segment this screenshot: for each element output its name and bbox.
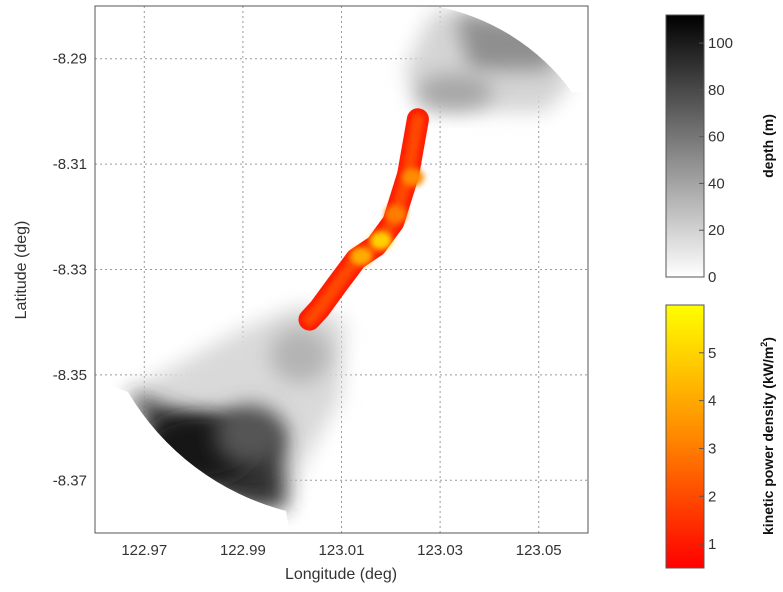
y-ticks: -8.29 -8.31 -8.33 -8.35 -8.37 xyxy=(53,51,87,490)
x-tick-label: 122.99 xyxy=(220,542,266,559)
y-tick-label: -8.35 xyxy=(53,367,87,384)
colorbar-tick-label: 3 xyxy=(708,440,716,457)
depth-colorbar-ticks: 0 20 40 60 80 100 xyxy=(699,35,733,286)
x-tick-label: 123.03 xyxy=(417,542,463,559)
colorbar-tick-label: 5 xyxy=(708,345,716,362)
power-colorbar xyxy=(665,304,705,569)
y-tick-label: -8.37 xyxy=(53,472,87,489)
x-tick-label: 123.01 xyxy=(319,542,365,559)
x-ticks: 122.97 122.99 123.01 123.03 123.05 xyxy=(121,542,561,559)
colorbar-tick-label: 40 xyxy=(708,175,725,192)
power-colorbar-label-main: kinetic power density (kW/m xyxy=(760,347,776,535)
domain-mask xyxy=(95,6,588,533)
x-tick-label: 122.97 xyxy=(121,542,167,559)
x-tick-label: 123.05 xyxy=(516,542,562,559)
depth-colorbar-label: depth (m) xyxy=(760,114,776,178)
plot-frame xyxy=(94,5,589,534)
colorbar-tick-label: 0 xyxy=(708,269,716,286)
power-hotspot xyxy=(401,168,424,187)
colorbar-tick-label: 4 xyxy=(708,393,716,410)
colorbar-tick-label: 100 xyxy=(708,35,733,52)
colorbar-tick-label: 60 xyxy=(708,129,725,146)
colorbar-tick-label: 2 xyxy=(708,488,716,505)
power-hotspot xyxy=(369,231,392,250)
power-colorbar-label-end: ) xyxy=(760,337,776,342)
y-axis-label: Latitude (deg) xyxy=(13,221,30,320)
y-tick-label: -8.31 xyxy=(53,156,87,173)
power-colorbar-ticks: 1 2 3 4 5 xyxy=(699,345,716,553)
power-hotspot xyxy=(350,247,373,266)
power-hotspot xyxy=(384,205,407,224)
y-tick-label: -8.33 xyxy=(53,262,87,279)
y-tick-label: -8.29 xyxy=(53,51,87,68)
power-colorbar-label-sup: 2 xyxy=(759,342,769,347)
power-layer xyxy=(298,108,429,331)
x-axis-label: Longitude (deg) xyxy=(285,566,397,583)
colorbar-tick-label: 20 xyxy=(708,222,725,239)
colorbar-tick-label: 1 xyxy=(708,536,716,553)
colorbar-tick-label: 80 xyxy=(708,82,725,99)
power-colorbar-label: kinetic power density (kW/m2) xyxy=(759,337,776,535)
depth-colorbar xyxy=(665,14,705,278)
